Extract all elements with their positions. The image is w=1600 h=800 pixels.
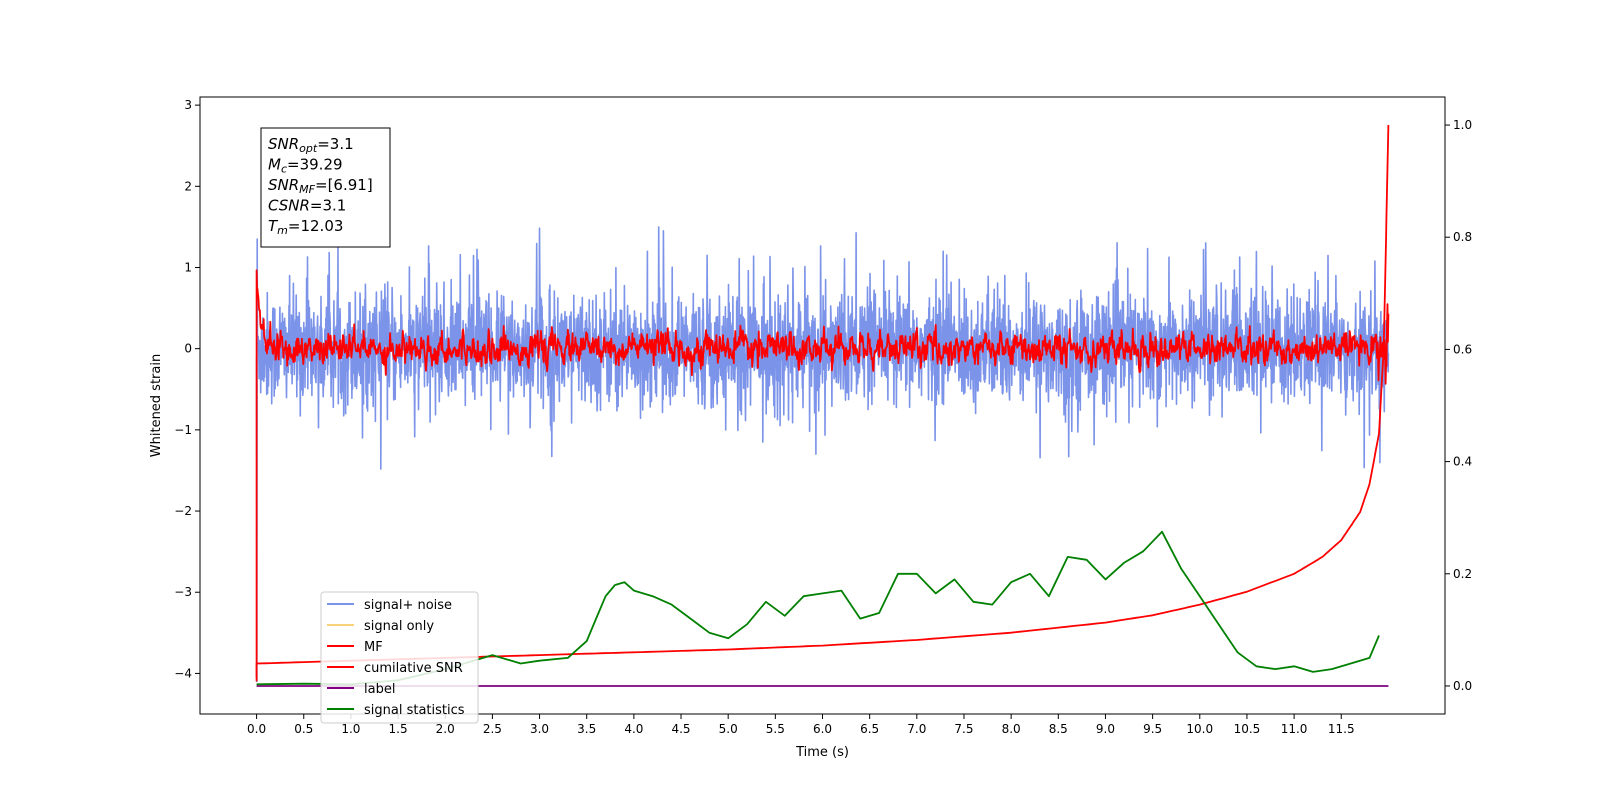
y-left-tick-label: 3	[184, 98, 192, 112]
y-left-tick-label: 2	[184, 179, 192, 193]
x-tick-label: 7.0	[907, 722, 926, 736]
info-box-frame	[260, 127, 391, 248]
x-tick-label: 0.5	[294, 722, 313, 736]
x-tick-label: 5.5	[766, 722, 785, 736]
y-axis-label: Whitened strain	[149, 354, 164, 457]
x-tick-label: 3.5	[577, 722, 596, 736]
x-tick-label: 11.0	[1281, 722, 1308, 736]
x-tick-label: 10.0	[1186, 722, 1213, 736]
y-right-tick-label: 0.4	[1453, 455, 1472, 469]
x-tick-label: 0.0	[247, 722, 266, 736]
y-right-tick-label: 0.8	[1453, 230, 1472, 244]
series-cumilative-snr	[255, 124, 1390, 682]
axes-layer: 0.0 0.5 1.0 1.5 2.0 2.5 3.0 3.5 4.0 4.5 5.0 5.5 6.0 6…	[174, 98, 1472, 736]
x-tick-label: 9.0	[1096, 722, 1115, 736]
info-box-line: SNRopt=3.1	[268, 135, 354, 155]
y-left-tick-label: −1	[174, 423, 192, 437]
x-tick-label: 1.0	[341, 722, 360, 736]
x-tick-label: 9.5	[1143, 722, 1162, 736]
series-mf	[255, 269, 1390, 678]
y-right-tick-label: 0.0	[1453, 679, 1472, 693]
y-right-tick-label: 0.2	[1453, 567, 1472, 581]
x-tick-label: 2.0	[436, 722, 455, 736]
legend-label: cumilative SNR	[364, 661, 463, 676]
info-box-line: Tm=12.03	[268, 217, 343, 237]
x-axis-label: Time (s)	[795, 745, 849, 760]
legend-label: signal+ noise	[364, 598, 452, 613]
x-tick-label: 3.0	[530, 722, 549, 736]
x-tick-label: 6.5	[860, 722, 879, 736]
legend-frame	[320, 591, 479, 724]
y-left-tick-label: 1	[184, 260, 192, 274]
series-signal-statistics	[256, 530, 1380, 686]
legend-label: MF	[364, 640, 383, 655]
legend-label: signal only	[364, 619, 434, 634]
y-right-tick-label: 1.0	[1453, 118, 1472, 132]
y-right-tick-label: 0.6	[1453, 342, 1472, 356]
x-tick-label: 7.5	[954, 722, 973, 736]
info-box-line: Mc=39.29	[268, 156, 343, 176]
x-tick-label: 5.0	[719, 722, 738, 736]
legend: signal+ noise signal only MF cumilative SNR…	[320, 591, 479, 724]
legend-label: signal statistics	[364, 703, 465, 718]
x-tick-label: 8.5	[1049, 722, 1068, 736]
x-tick-label: 2.5	[483, 722, 502, 736]
x-tick-label: 1.5	[389, 722, 408, 736]
x-tick-label: 11.5	[1328, 722, 1355, 736]
info-box-line: SNRMF=[6.91]	[268, 176, 373, 196]
x-tick-label: 6.0	[813, 722, 832, 736]
x-tick-label: 8.0	[1002, 722, 1021, 736]
x-tick-label: 4.0	[624, 722, 643, 736]
legend-label: label	[364, 682, 395, 697]
y-left-tick-label: 0	[184, 342, 192, 356]
x-tick-label: 4.5	[671, 722, 690, 736]
x-tick-label: 10.5	[1234, 722, 1261, 736]
y-left-tick-label: −2	[174, 504, 192, 518]
y-left-tick-label: −3	[174, 585, 192, 599]
info-box-line: CSNR=3.1	[268, 197, 346, 215]
y-left-tick-label: −4	[174, 666, 192, 680]
